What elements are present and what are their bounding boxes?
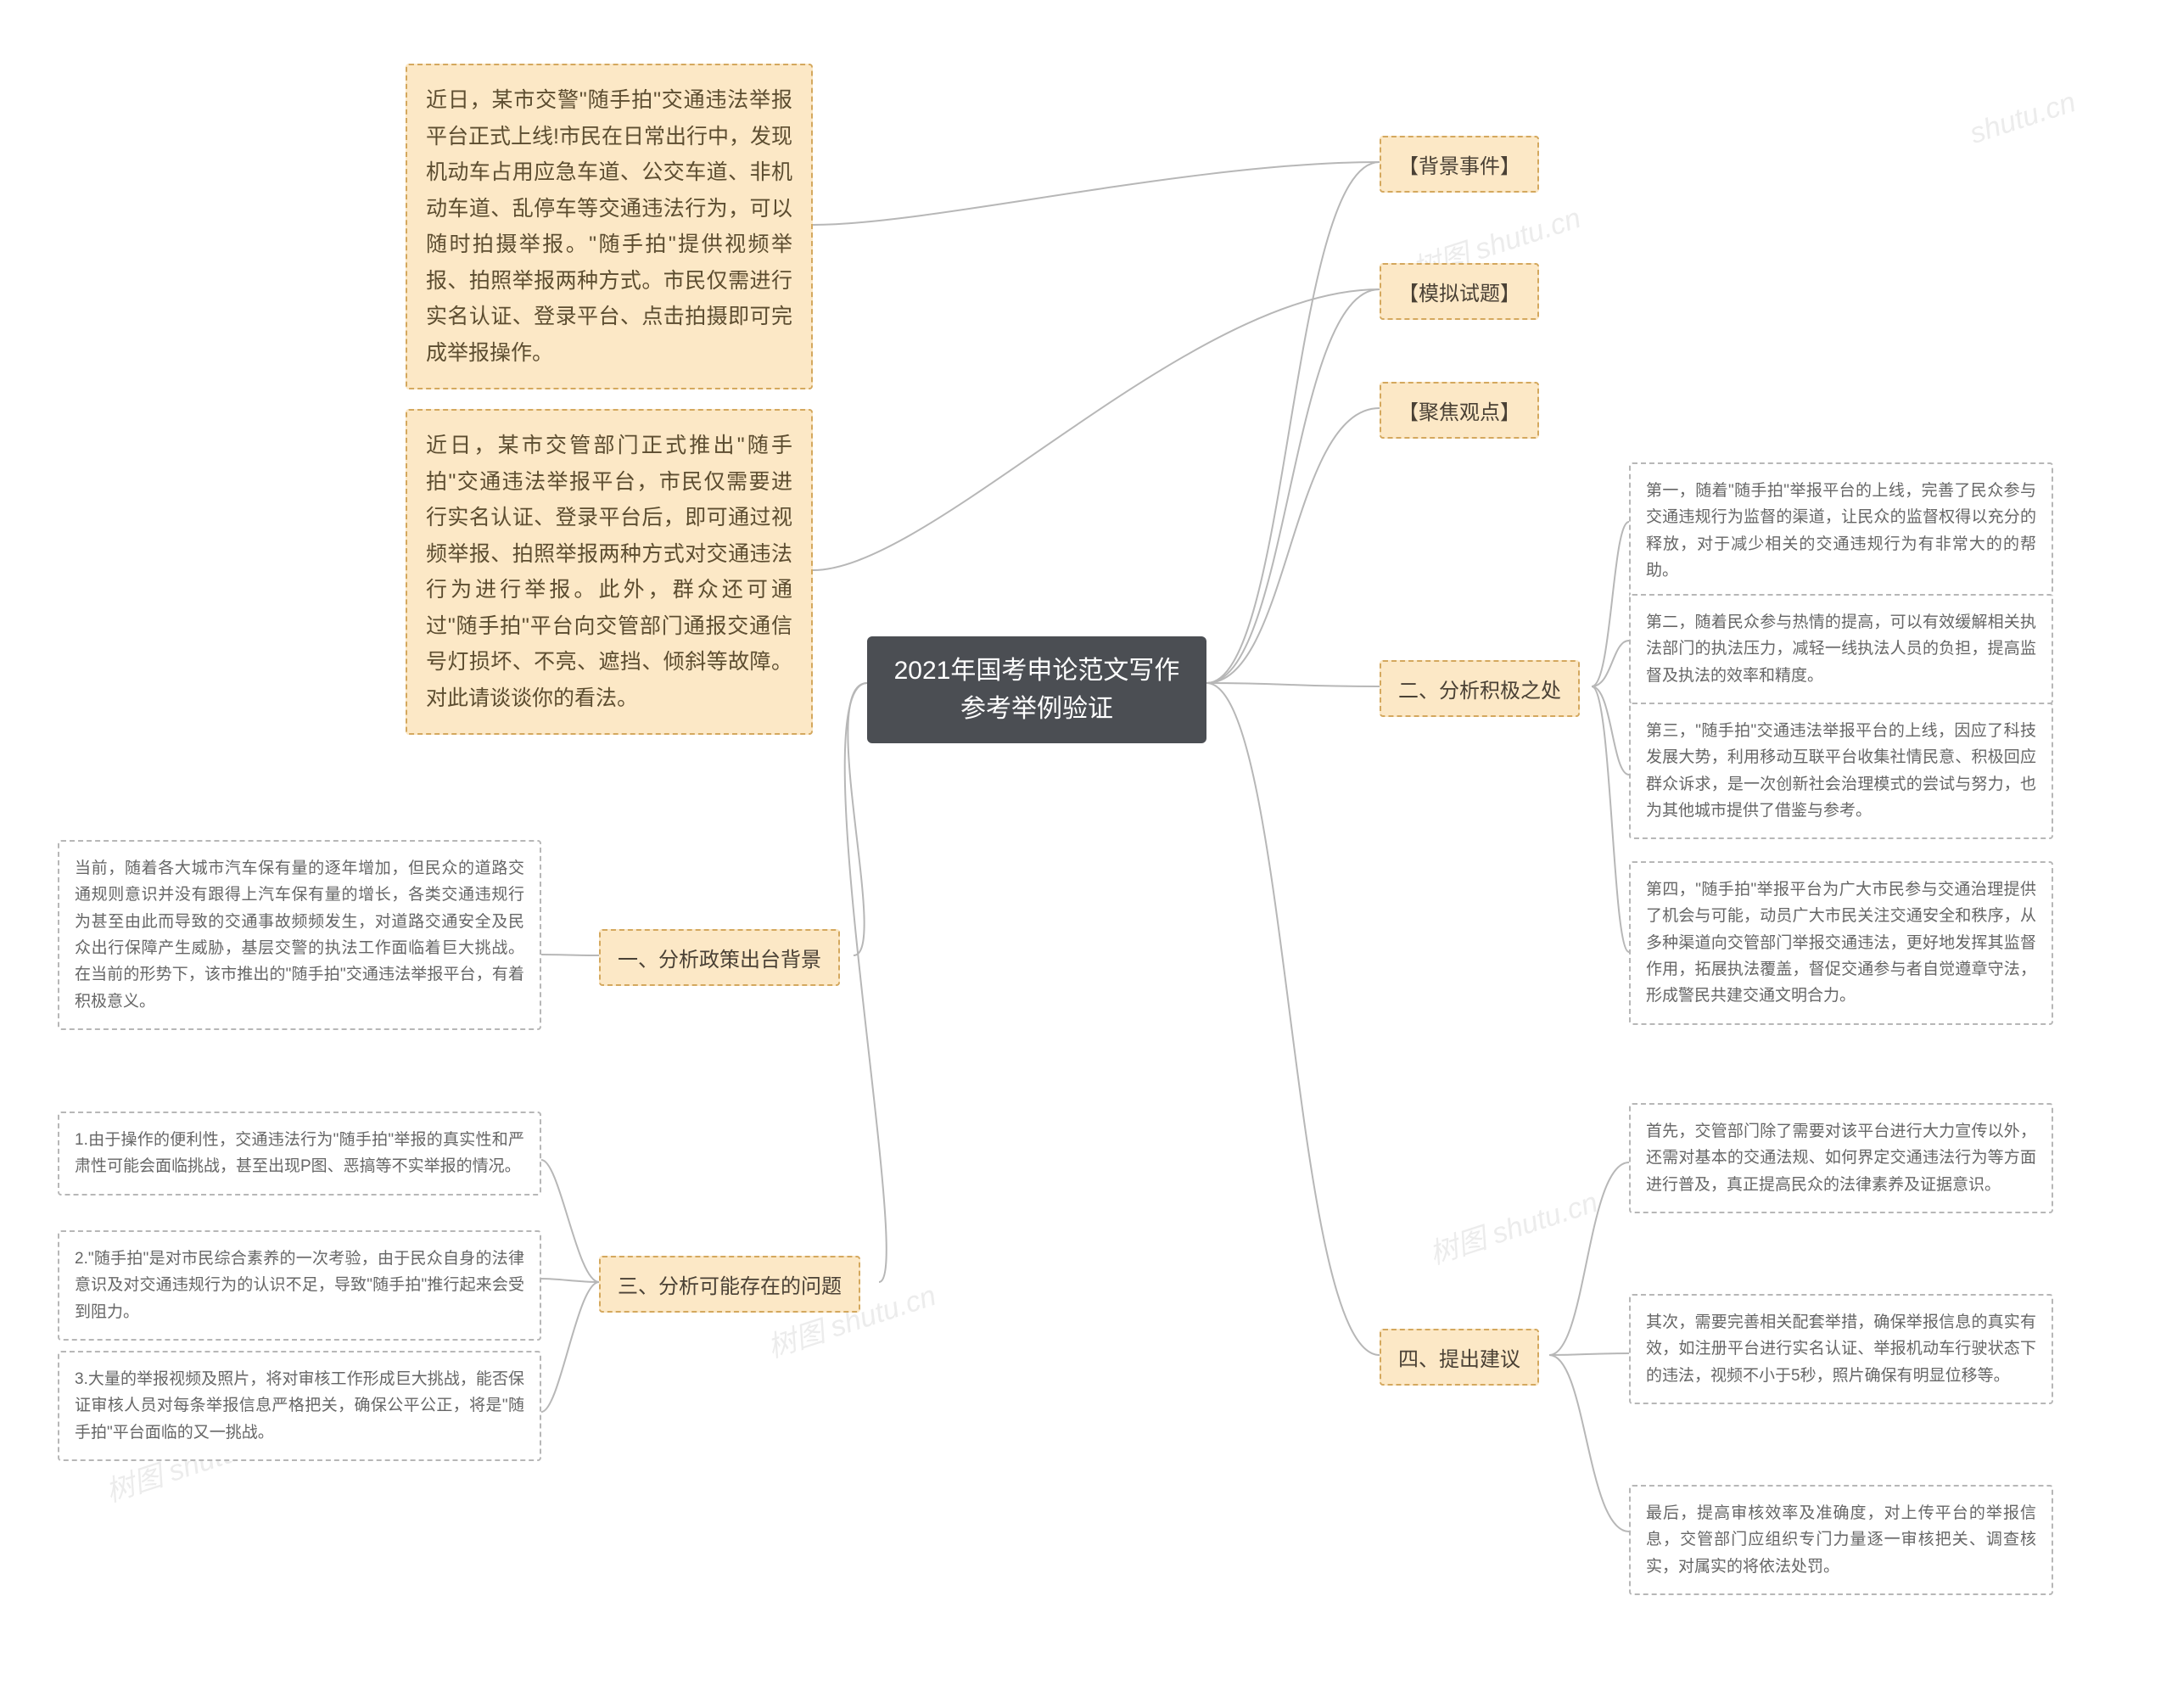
leaf-problem-1[interactable]: 1.由于操作的便利性，交通违法行为"随手拍"举报的真实性和严肃性可能会面临挑战，… [58,1112,541,1196]
branch-suggestions[interactable]: 四、提出建议 [1380,1329,1539,1386]
leaf-bg-event-text[interactable]: 近日，某市交警"随手拍"交通违法举报平台正式上线!市民在日常出行中，发现机动车占… [406,64,813,389]
branch-policy-bg[interactable]: 一、分析政策出台背景 [599,929,840,986]
leaf-positive-4[interactable]: 第四，"随手拍"举报平台为广大市民参与交通治理提供了机会与可能，动员广大市民关注… [1629,861,2053,1025]
watermark: shutu.cn [1966,86,2080,151]
leaf-suggest-3[interactable]: 最后，提高审核效率及准确度，对上传平台的举报信息，交管部门应组织专门力量逐一审核… [1629,1485,2053,1595]
branch-bg-event[interactable]: 【背景事件】 [1380,136,1539,193]
branch-positives[interactable]: 二、分析积极之处 [1380,660,1580,717]
center-line2: 参考举例验证 [887,690,1186,728]
leaf-positive-2[interactable]: 第二，随着民众参与热情的提高，可以有效缓解相关执法部门的执法压力，减轻一线执法人… [1629,594,2053,704]
leaf-policy-bg-text[interactable]: 当前，随着各大城市汽车保有量的逐年增加，但民众的道路交通规则意识并没有跟得上汽车… [58,840,541,1030]
leaf-positive-3[interactable]: 第三，"随手拍"交通违法举报平台的上线，因应了科技发展大势，利用移动互联平台收集… [1629,703,2053,839]
watermark: 树图 shutu.cn [1423,1179,1602,1272]
leaf-suggest-2[interactable]: 其次，需要完善相关配套举措，确保举报信息的真实有效，如注册平台进行实名认证、举报… [1629,1294,2053,1404]
leaf-suggest-1[interactable]: 首先，交管部门除了需要对该平台进行大力宣传以外，还需对基本的交通法规、如何界定交… [1629,1103,2053,1213]
center-line1: 2021年国考申论范文写作 [887,652,1186,690]
center-node[interactable]: 2021年国考申论范文写作 参考举例验证 [867,636,1206,743]
leaf-problem-2[interactable]: 2."随手拍"是对市民综合素养的一次考验，由于民众自身的法律意识及对交通违规行为… [58,1230,541,1341]
leaf-mock-text[interactable]: 近日，某市交管部门正式推出"随手拍"交通违法举报平台，市民仅需要进行实名认证、登… [406,409,813,735]
leaf-problem-3[interactable]: 3.大量的举报视频及照片，将对审核工作形成巨大挑战，能否保证审核人员对每条举报信… [58,1351,541,1461]
leaf-positive-1[interactable]: 第一，随着"随手拍"举报平台的上线，完善了民众参与交通违规行为监督的渠道，让民众… [1629,462,2053,599]
branch-mock-question[interactable]: 【模拟试题】 [1380,263,1539,320]
branch-problems[interactable]: 三、分析可能存在的问题 [599,1256,860,1313]
branch-focus[interactable]: 【聚焦观点】 [1380,382,1539,439]
